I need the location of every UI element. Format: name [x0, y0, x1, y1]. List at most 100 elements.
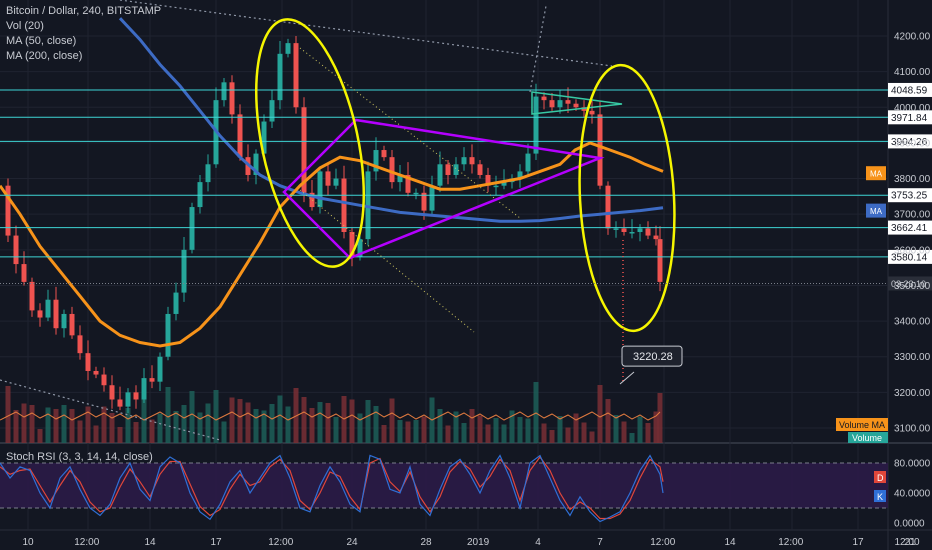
stoch-k-badge: [874, 490, 886, 502]
candle-body: [437, 164, 443, 186]
candle-body: [45, 299, 51, 318]
volume-bar: [541, 423, 547, 443]
ma-badge: [866, 166, 886, 181]
candle-body: [5, 185, 11, 236]
volume-bar: [653, 411, 659, 443]
candle-body: [573, 103, 579, 108]
candle-body: [517, 171, 523, 179]
y-tick-label: 3800.00: [894, 174, 931, 185]
candle-body: [277, 53, 283, 101]
price-label: 3753.25: [891, 191, 928, 202]
candle-body: [93, 370, 99, 375]
volume-bar: [325, 403, 331, 443]
volume-bar: [373, 406, 379, 443]
volume-bar: [93, 425, 99, 443]
volume-bar: [173, 411, 179, 443]
volume-bar: [285, 406, 291, 443]
volume-bar: [181, 405, 187, 443]
volume-bar: [221, 421, 227, 443]
volume-bar: [357, 413, 363, 443]
candle-body: [657, 239, 663, 282]
stoch-legend: Stoch RSI (3, 3, 14, 14, close): [6, 451, 153, 463]
candle-body: [389, 157, 395, 183]
candle-body: [77, 335, 83, 354]
x-tick-label: 28: [421, 537, 433, 548]
volume-bar: [413, 420, 419, 443]
highlight-ellipse-left: [254, 18, 366, 268]
trendlines: [0, 0, 613, 441]
volume-bar: [605, 399, 611, 443]
candle-body: [157, 356, 163, 382]
candle-body: [405, 174, 411, 193]
stoch-k-line: [0, 454, 664, 523]
candle-body: [237, 114, 243, 158]
volume-bar: [229, 397, 235, 443]
candle-body: [653, 235, 659, 240]
volume-bar: [349, 399, 355, 443]
volume-bar: [613, 415, 619, 443]
volume-bar: [461, 423, 467, 443]
callout-pointer: [619, 371, 635, 385]
candle-body: [37, 310, 43, 318]
y-tick-label: 3200.00: [894, 388, 931, 399]
volume-bar: [237, 399, 243, 443]
volume-bar: [493, 418, 499, 443]
candle-body: [357, 239, 363, 257]
volume-bar: [277, 395, 283, 443]
volume-bar: [621, 421, 627, 443]
x-tick-label: 24: [347, 537, 359, 548]
volume-bar: [549, 430, 555, 443]
volume-bar: [29, 405, 35, 443]
candle-body: [253, 153, 259, 175]
volume-bar: [269, 404, 275, 443]
candle-body: [149, 378, 155, 382]
candle-body: [309, 192, 315, 208]
ma200-legend: MA (200, close): [6, 50, 83, 62]
ma-badge-label: MA: [870, 207, 883, 216]
candle-body: [173, 292, 179, 314]
volume-bar: [437, 409, 443, 443]
volume-bar: [45, 407, 51, 443]
volume-bar: [213, 390, 219, 443]
candle-body: [397, 174, 403, 183]
x-tick-label: 2019: [467, 537, 490, 548]
volume-badge: [848, 432, 888, 443]
y-tick-label: 3300.00: [894, 352, 931, 363]
price-label: 3971.84: [891, 113, 928, 124]
price-label-box: [888, 110, 932, 125]
candle-body: [637, 228, 643, 232]
y-tick-label: 3600.00: [894, 245, 931, 256]
volume-bar: [109, 413, 115, 443]
candle-body: [221, 82, 227, 101]
candle-body: [501, 182, 507, 186]
candle-body: [85, 353, 91, 371]
volume-ma-badge: [836, 418, 888, 431]
candle-body: [165, 313, 171, 357]
x-tick-label: 12:00: [895, 537, 920, 548]
volume-bar: [581, 422, 587, 443]
price-label-box: [888, 134, 932, 149]
highlight-ellipse-right: [578, 63, 676, 333]
x-tick-label: 14: [725, 537, 737, 548]
x-tick-label: 17: [211, 537, 223, 548]
candle-body: [453, 164, 459, 175]
price-label: 3580.14: [891, 252, 928, 263]
candle-body: [413, 192, 419, 195]
candle-body: [101, 374, 107, 386]
x-tick-label: 21: [905, 537, 917, 548]
volume-bar: [557, 416, 563, 443]
candle-body: [629, 232, 635, 234]
volume-bar: [69, 409, 75, 443]
volume-bar: [469, 409, 475, 443]
x-tick-label: 4: [535, 537, 541, 548]
candle-body: [317, 171, 323, 208]
trendline-bottom: [0, 379, 221, 441]
volume-bar: [133, 422, 139, 443]
volume-bar: [397, 420, 403, 443]
volume-bar: [157, 413, 163, 443]
candle-body: [61, 313, 67, 329]
volume-bar: [309, 408, 315, 443]
volume-bar: [565, 427, 571, 443]
